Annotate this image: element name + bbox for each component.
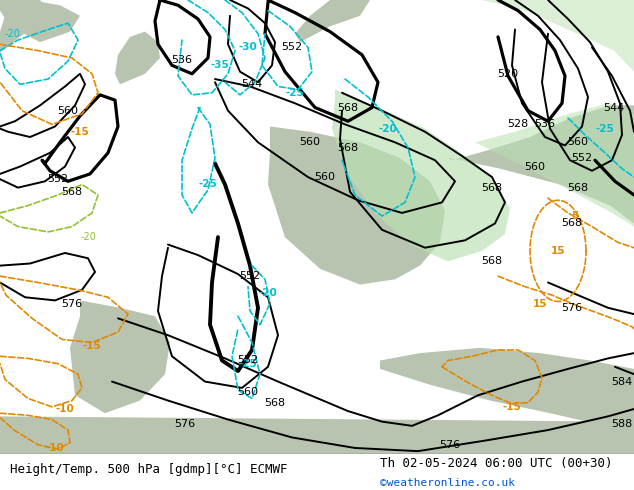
- Text: -35: -35: [210, 60, 230, 71]
- Text: 528: 528: [507, 120, 529, 129]
- Text: 560: 560: [314, 172, 335, 182]
- Text: 568: 568: [61, 187, 82, 197]
- Text: 576: 576: [439, 440, 460, 450]
- Text: 552: 552: [240, 271, 261, 281]
- Text: 544: 544: [242, 79, 262, 89]
- Text: -25: -25: [238, 359, 257, 368]
- Text: 560: 560: [58, 106, 79, 116]
- Polygon shape: [268, 126, 445, 285]
- Text: ©weatheronline.co.uk: ©weatheronline.co.uk: [380, 478, 515, 489]
- Text: -15: -15: [503, 402, 521, 412]
- Polygon shape: [475, 103, 634, 226]
- Polygon shape: [332, 90, 510, 261]
- Text: 560: 560: [299, 137, 321, 147]
- Text: -10: -10: [56, 404, 74, 414]
- Text: 544: 544: [604, 102, 624, 113]
- Text: 588: 588: [611, 419, 633, 429]
- Text: -15: -15: [82, 341, 101, 351]
- Text: 536: 536: [172, 55, 193, 65]
- Text: 568: 568: [562, 219, 583, 228]
- Text: 568: 568: [481, 256, 503, 267]
- Text: 568: 568: [337, 143, 359, 152]
- Text: -20: -20: [259, 288, 278, 298]
- Text: 552: 552: [238, 355, 259, 366]
- Polygon shape: [115, 32, 160, 84]
- Text: -25: -25: [595, 123, 614, 134]
- Text: -30: -30: [238, 43, 257, 52]
- Text: 560: 560: [238, 387, 259, 397]
- Text: 536: 536: [534, 120, 555, 129]
- Polygon shape: [295, 0, 370, 42]
- Text: -15: -15: [70, 127, 89, 137]
- Polygon shape: [482, 0, 634, 72]
- Text: -25: -25: [198, 179, 217, 190]
- Text: 576: 576: [61, 298, 82, 309]
- Text: Th 02-05-2024 06:00 UTC (00+30): Th 02-05-2024 06:00 UTC (00+30): [380, 457, 613, 470]
- Text: 584: 584: [611, 377, 633, 387]
- Text: 568: 568: [337, 102, 359, 113]
- Text: -20: -20: [378, 123, 398, 134]
- Text: 568: 568: [567, 183, 588, 193]
- Text: 568: 568: [481, 183, 503, 193]
- Text: 576: 576: [174, 419, 195, 429]
- Text: 15: 15: [533, 298, 547, 309]
- Text: 576: 576: [562, 303, 583, 313]
- Text: -20: -20: [4, 29, 20, 39]
- Text: 15: 15: [551, 246, 566, 256]
- Text: 552: 552: [48, 174, 68, 184]
- Text: 5: 5: [571, 211, 579, 221]
- Text: Height/Temp. 500 hPa [gdmp][°C] ECMWF: Height/Temp. 500 hPa [gdmp][°C] ECMWF: [10, 463, 287, 476]
- Text: -20: -20: [80, 232, 96, 242]
- Text: 552: 552: [281, 43, 302, 52]
- Polygon shape: [70, 300, 170, 413]
- Text: 552: 552: [571, 153, 593, 163]
- Polygon shape: [0, 0, 80, 42]
- Polygon shape: [380, 348, 634, 434]
- Text: -25: -25: [286, 88, 304, 98]
- Text: -10: -10: [46, 443, 65, 453]
- Text: 560: 560: [567, 137, 588, 147]
- Polygon shape: [0, 0, 50, 53]
- Text: 520: 520: [498, 69, 519, 79]
- Polygon shape: [0, 416, 634, 453]
- Text: 568: 568: [264, 398, 285, 408]
- Text: 560: 560: [524, 162, 545, 172]
- Polygon shape: [450, 105, 634, 223]
